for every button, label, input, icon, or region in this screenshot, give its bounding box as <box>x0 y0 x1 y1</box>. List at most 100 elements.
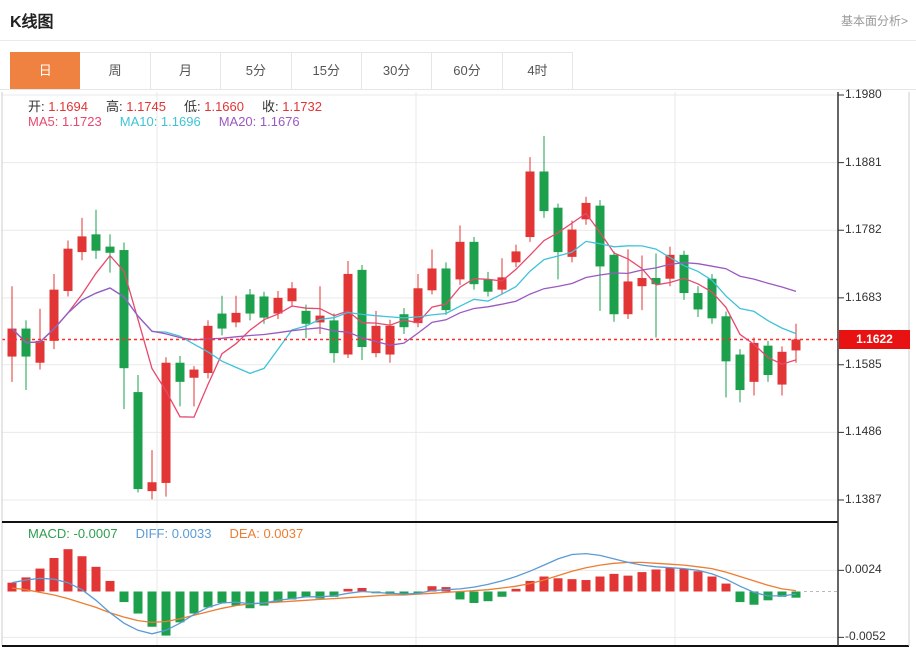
legend-item: MACD: -0.0007 <box>28 526 118 541</box>
macd-bar <box>161 591 171 636</box>
candle-body <box>525 171 535 238</box>
candle-body <box>105 246 115 253</box>
ohlc-legend: 开: 1.1694 高: 1.1745 低: 1.1660 收: 1.1732 <box>28 96 340 115</box>
candle-body <box>749 342 759 382</box>
candle-body <box>7 328 17 357</box>
macd-bar <box>273 591 283 603</box>
tab-60分[interactable]: 60分 <box>432 52 503 90</box>
title-divider <box>0 40 916 41</box>
candle-body <box>147 482 157 492</box>
macd-bar <box>483 591 493 602</box>
dea-line <box>11 561 797 624</box>
macd-bar <box>525 580 535 592</box>
candle-body <box>35 340 45 363</box>
macd-bar <box>343 588 353 592</box>
candle-body <box>623 281 633 315</box>
macd-bar <box>777 591 787 597</box>
candle-body <box>483 279 493 292</box>
macd-bar <box>553 578 563 592</box>
macd-bar <box>413 591 423 594</box>
legend-item: MA10: 1.1696 <box>119 114 201 129</box>
macd-bar <box>49 557 59 592</box>
macd-series <box>7 549 801 636</box>
candle-body <box>63 248 73 292</box>
candle-body <box>777 351 787 385</box>
macd-bar <box>637 572 647 592</box>
candle-body <box>609 254 619 315</box>
legend-item: 开: 1.1694 <box>28 99 88 114</box>
candle-body <box>679 254 689 294</box>
candle-body <box>119 250 129 369</box>
candle-body <box>553 207 563 253</box>
price-tick-label: 1.1980 <box>845 87 882 101</box>
macd-bar <box>427 586 437 592</box>
macd-bar <box>119 591 129 603</box>
macd-bar <box>749 591 759 605</box>
candle-body <box>665 254 675 279</box>
page-title: K线图 <box>10 14 54 31</box>
tabbar-baseline <box>0 89 916 90</box>
fundamental-analysis-link[interactable]: 基本面分析> <box>840 14 908 28</box>
price-tick-label: 1.1585 <box>845 356 882 371</box>
candle-body <box>511 251 521 263</box>
macd-bar <box>7 582 17 592</box>
macd-bar <box>609 573 619 592</box>
macd-bar <box>693 571 703 592</box>
candle-body <box>693 293 703 310</box>
candle-body <box>91 234 101 251</box>
candle-body <box>217 313 227 329</box>
legend-item: 高: 1.1745 <box>106 99 166 114</box>
price-tick-label: 1.1387 <box>845 492 882 506</box>
legend-item: 低: 1.1660 <box>184 99 244 114</box>
macd-bar <box>735 591 745 603</box>
tab-5分[interactable]: 5分 <box>221 52 292 90</box>
macd-bar <box>497 591 507 597</box>
price-tick-label: 1.1782 <box>845 222 882 237</box>
ma20-line <box>11 261 797 346</box>
macd-tick-label: 0.0024 <box>845 562 882 577</box>
candle-body <box>413 288 423 324</box>
macd-bar <box>665 567 675 592</box>
candle-body <box>49 289 59 341</box>
macd-bar <box>539 576 549 592</box>
macd-bar <box>455 591 465 600</box>
macd-bar <box>357 587 367 592</box>
candle-body <box>791 339 801 351</box>
ma5-line <box>11 212 797 418</box>
legend-item: DIFF: 0.0033 <box>135 526 212 541</box>
candle-body <box>427 268 437 291</box>
candle-body <box>399 314 409 328</box>
macd-bar <box>651 569 661 592</box>
candle-body <box>273 297 283 314</box>
macd-bar <box>707 576 717 592</box>
tab-30分[interactable]: 30分 <box>361 52 433 90</box>
candle-body <box>301 310 311 324</box>
candle-body <box>735 354 745 391</box>
candle-body <box>259 296 269 318</box>
tab-月[interactable]: 月 <box>150 52 222 90</box>
macd-bar <box>301 591 311 597</box>
macd-bar <box>105 580 115 592</box>
candle-body <box>189 369 199 378</box>
legend-item: MA5: 1.1723 <box>28 114 102 129</box>
macd-legend: MACD: -0.0007 DIFF: 0.0033 DEA: 0.0037 <box>28 526 321 541</box>
candle-body <box>455 241 465 280</box>
candle-body <box>469 241 479 285</box>
macd-bar <box>259 591 269 606</box>
macd-bar <box>231 591 241 606</box>
candle-body <box>721 316 731 362</box>
macd-bar <box>329 591 339 597</box>
tab-日[interactable]: 日 <box>10 52 81 90</box>
legend-item: 收: 1.1732 <box>262 99 322 114</box>
candle-body <box>595 205 605 267</box>
macd-bar <box>469 591 479 603</box>
candle-body <box>581 202 591 220</box>
candle-body <box>203 325 213 373</box>
candle-body <box>441 268 451 311</box>
macd-bar <box>77 556 87 592</box>
candle-body <box>707 278 717 319</box>
macd-bar <box>721 583 731 592</box>
macd-bar <box>189 591 199 614</box>
